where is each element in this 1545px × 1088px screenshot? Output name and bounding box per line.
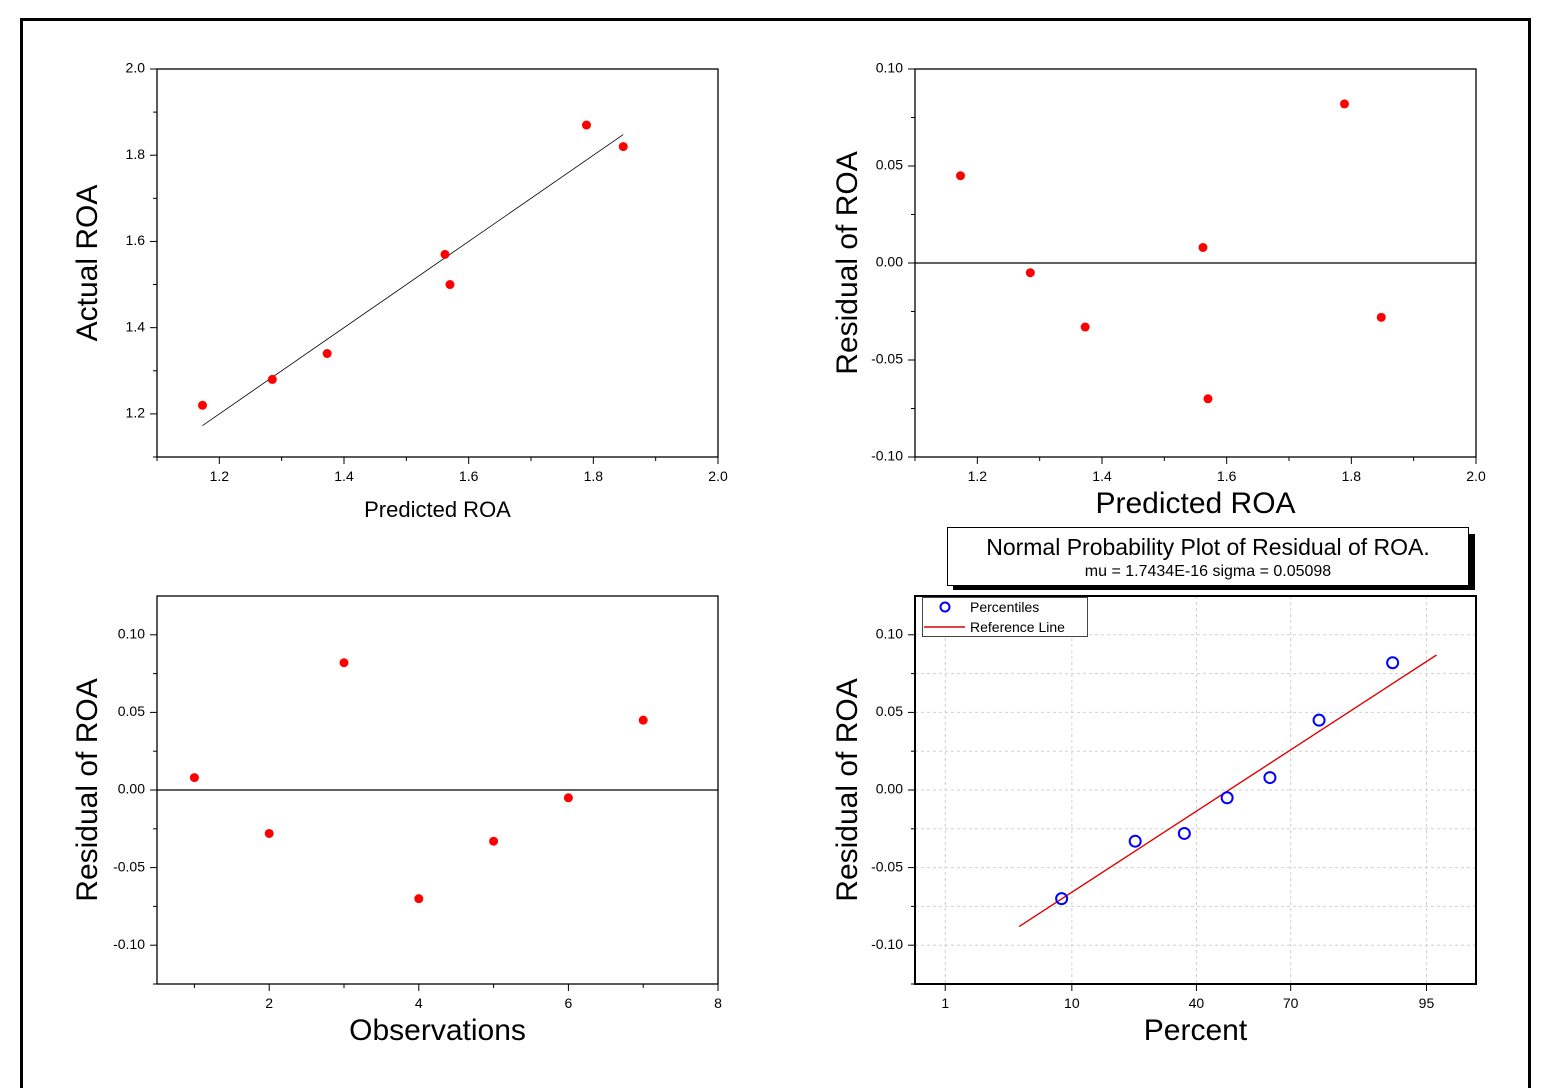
legend-label: Reference Line bbox=[970, 619, 1065, 635]
plot-frame bbox=[156, 68, 719, 458]
x-tick-label: 1 bbox=[941, 995, 949, 1011]
x-tick-label: 1.8 bbox=[1342, 468, 1362, 484]
data-point bbox=[189, 773, 199, 783]
data-point bbox=[414, 894, 424, 904]
y-tick-label: 0.05 bbox=[876, 703, 903, 719]
x-axis-label: Observations bbox=[349, 1014, 526, 1047]
y-tick-label: -0.05 bbox=[113, 858, 145, 874]
legend: Percentiles Reference Line bbox=[922, 597, 1088, 637]
y-tick-label: -0.05 bbox=[871, 351, 903, 367]
y-tick-label: 1.2 bbox=[126, 405, 146, 421]
x-tick-label: 1.2 bbox=[968, 468, 988, 484]
x-tick-label: 8 bbox=[714, 995, 722, 1011]
data-point bbox=[1198, 242, 1208, 252]
chart-subtitle: mu = 1.7434E-16 sigma = 0.05098 bbox=[1085, 563, 1331, 580]
fit-line bbox=[202, 134, 624, 426]
outer-frame bbox=[20, 18, 1531, 1088]
y-tick-label: 0.10 bbox=[876, 60, 903, 76]
x-tick-label: 1.4 bbox=[334, 468, 354, 484]
x-tick-label: 1.2 bbox=[210, 468, 230, 484]
legend-marker-percentiles bbox=[939, 601, 951, 613]
x-tick-label: 1.6 bbox=[1217, 468, 1237, 484]
data-point bbox=[1339, 99, 1349, 109]
x-tick-label: 1.6 bbox=[459, 468, 479, 484]
data-point bbox=[267, 374, 277, 384]
y-tick-label: -0.10 bbox=[871, 936, 903, 952]
y-tick-label: 1.8 bbox=[126, 146, 146, 162]
y-tick-label: -0.10 bbox=[113, 936, 145, 952]
y-tick-label: 0.00 bbox=[876, 781, 903, 797]
x-tick-label: 6 bbox=[565, 995, 573, 1011]
data-point bbox=[1080, 322, 1090, 332]
data-point bbox=[440, 249, 450, 259]
x-axis-label: Predicted ROA bbox=[1095, 487, 1295, 520]
data-point bbox=[618, 142, 628, 152]
data-point bbox=[445, 280, 455, 290]
data-point bbox=[1203, 394, 1213, 404]
y-tick-label: -0.10 bbox=[871, 448, 903, 464]
x-tick-label: 4 bbox=[415, 995, 423, 1011]
y-tick-label: -0.05 bbox=[871, 858, 903, 874]
x-tick-label: 2.0 bbox=[708, 468, 728, 484]
x-axis-label: Percent bbox=[1144, 1014, 1248, 1047]
percentile-point bbox=[1263, 771, 1277, 785]
reference-line bbox=[1018, 654, 1437, 928]
data-point bbox=[264, 828, 274, 838]
data-point bbox=[339, 658, 349, 668]
x-tick-label: 1.4 bbox=[1092, 468, 1112, 484]
chart-title: Normal Probability Plot of Residual of R… bbox=[986, 534, 1430, 560]
y-axis-label: Residual of ROA bbox=[71, 678, 104, 901]
y-tick-label: 0.10 bbox=[876, 626, 903, 642]
legend-label: Percentiles bbox=[970, 599, 1039, 615]
data-point bbox=[563, 793, 573, 803]
y-tick-label: 0.00 bbox=[118, 781, 145, 797]
x-tick-label: 40 bbox=[1189, 995, 1205, 1011]
x-tick-label: 2.0 bbox=[1466, 468, 1486, 484]
legend-box bbox=[922, 597, 1088, 637]
y-axis-label: Actual ROA bbox=[71, 185, 104, 342]
percentile-point bbox=[1386, 656, 1400, 670]
x-tick-label: 2 bbox=[265, 995, 273, 1011]
y-tick-label: 0.00 bbox=[876, 254, 903, 270]
x-tick-label: 70 bbox=[1283, 995, 1299, 1011]
data-point bbox=[198, 400, 208, 410]
y-tick-label: 1.6 bbox=[126, 232, 146, 248]
data-point bbox=[581, 120, 591, 130]
y-axis-label: Residual of ROA bbox=[831, 151, 864, 374]
y-tick-label: 0.05 bbox=[118, 703, 145, 719]
data-point bbox=[489, 836, 499, 846]
percentile-point bbox=[1220, 791, 1234, 805]
percentile-point bbox=[1055, 892, 1069, 906]
percentile-point bbox=[1128, 834, 1142, 848]
data-point bbox=[1025, 268, 1035, 278]
y-tick-label: 0.10 bbox=[118, 626, 145, 642]
x-axis-label: Predicted ROA bbox=[364, 497, 511, 522]
panel-residual-vs-predicted: 1.2 1.4 1.6 1.8 2.0 -0.10 -0.05 0.00 0.05 0.10 Pre… bbox=[831, 60, 1486, 520]
data-point bbox=[956, 171, 966, 181]
y-tick-label: 0.05 bbox=[876, 157, 903, 173]
panel-actual-vs-predicted: 1.2 1.4 1.6 1.8 2.0 1.2 1.4 1.6 1.8 2.0 Predicted … bbox=[71, 60, 728, 522]
x-tick-label: 10 bbox=[1064, 995, 1080, 1011]
y-axis-label: Residual of ROA bbox=[831, 678, 864, 901]
data-point bbox=[638, 715, 648, 725]
data-point bbox=[322, 349, 332, 359]
percentile-point bbox=[1177, 826, 1191, 840]
y-tick-label: 1.4 bbox=[126, 318, 146, 334]
panel-normal-probability: 1 10 40 70 95 -0.10 -0.05 0.00 0.05 0.10 Percent Re… bbox=[831, 595, 1477, 1047]
title-box: Normal Probability Plot of Residual of R… bbox=[947, 527, 1475, 590]
y-tick-label: 2.0 bbox=[126, 60, 146, 76]
panel-residual-vs-observations: 2 4 6 8 -0.10 -0.05 0.00 0.05 0.10 Observations Re… bbox=[71, 595, 722, 1047]
x-tick-label: 1.8 bbox=[584, 468, 604, 484]
x-tick-label: 95 bbox=[1419, 995, 1435, 1011]
percentile-point bbox=[1312, 713, 1326, 727]
data-point bbox=[1376, 312, 1386, 322]
